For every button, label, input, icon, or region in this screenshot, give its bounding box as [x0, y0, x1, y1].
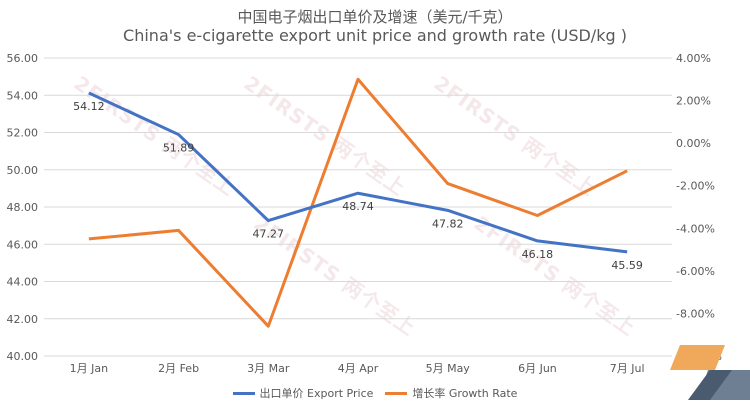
y-left-tick-label: 42.00	[7, 313, 39, 326]
y-left-tick-label: 56.00	[7, 52, 39, 65]
y-right-tick-label: -8.00%	[676, 307, 715, 320]
data-label-export-price: 47.27	[253, 228, 285, 241]
x-tick-label: 5月 May	[426, 362, 471, 375]
legend-swatch-growth	[385, 391, 408, 395]
y-left-tick-label: 44.00	[7, 276, 39, 289]
y-left-tick-label: 40.00	[7, 350, 39, 363]
chart-title-cn: 中国电子烟出口单价及增速（美元/千克）	[237, 8, 513, 26]
data-label-export-price: 51.89	[163, 142, 195, 155]
data-label-export-price: 54.12	[73, 100, 105, 113]
y-left-tick-label: 52.00	[7, 127, 39, 140]
y-right-tick-label: -2.00%	[676, 180, 715, 193]
x-tick-label: 4月 Apr	[338, 362, 379, 375]
y-left-tick-label: 50.00	[7, 164, 39, 177]
y-right-tick-label: 2.00%	[676, 95, 711, 108]
brand-logo	[670, 345, 750, 400]
x-tick-label: 7月 Jul	[610, 362, 645, 375]
y-left-tick-label: 48.00	[7, 201, 39, 214]
x-tick-label: 6月 Jun	[518, 362, 557, 375]
data-label-export-price: 47.82	[432, 217, 464, 230]
legend-item-growth: 增长率 Growth Rate	[385, 385, 517, 401]
x-tick-label: 3月 Mar	[247, 362, 290, 375]
data-label-export-price: 45.59	[611, 259, 643, 272]
legend-label-growth: 增长率 Growth Rate	[412, 387, 518, 400]
data-label-export-price: 46.18	[522, 248, 554, 261]
logo-shape-dark	[688, 370, 732, 400]
legend-label-price: 出口单价 Export Price	[259, 387, 374, 400]
legend-swatch-price	[232, 391, 255, 395]
data-label-export-price: 48.74	[342, 200, 374, 213]
x-tick-label: 2月 Feb	[158, 362, 199, 375]
chart-title-en: China's e-cigarette export unit price an…	[123, 26, 627, 45]
x-tick-label: 1月 Jan	[70, 362, 108, 375]
y-left-tick-label: 46.00	[7, 238, 39, 251]
series-line-export-price	[88, 91, 628, 254]
y-right-tick-label: 0.00%	[676, 137, 711, 150]
legend-item-price: 出口单价 Export Price	[232, 385, 374, 401]
y-left-tick-label: 54.00	[7, 89, 39, 102]
legend: 出口单价 Export Price 增长率 Growth Rate	[0, 385, 750, 401]
logo-shape-orange	[670, 345, 725, 370]
y-right-tick-label: -6.00%	[676, 265, 715, 278]
y-right-tick-label: -4.00%	[676, 222, 715, 235]
y-right-tick-label: 4.00%	[676, 52, 711, 65]
